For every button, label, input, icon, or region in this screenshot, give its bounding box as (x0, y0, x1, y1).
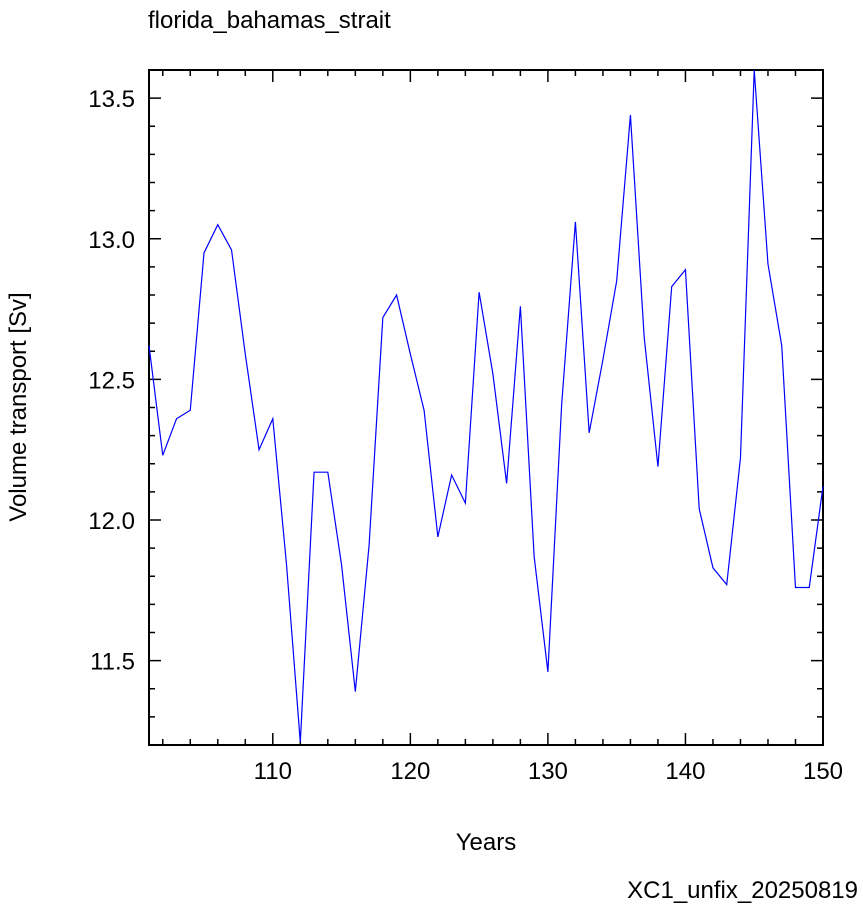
x-tick-label: 130 (528, 758, 568, 785)
x-tick-label: 140 (665, 758, 705, 785)
y-tick-label: 13.5 (88, 86, 135, 113)
x-tick-label: 150 (803, 758, 843, 785)
y-tick-label: 12.5 (88, 367, 135, 394)
x-tick-label: 120 (390, 758, 430, 785)
data-line (148, 69, 824, 743)
x-tick-label: 110 (254, 758, 292, 785)
y-tick-label: 13.0 (88, 227, 135, 254)
annotation: XC1_unfix_20250819 (627, 877, 858, 904)
plot-frame (148, 69, 824, 746)
y-tick-label: 12.0 (88, 508, 135, 535)
x-axis-label: Years (456, 829, 517, 856)
y-tick-label: 11.5 (90, 649, 135, 676)
chart-title: florida_bahamas_strait (148, 7, 391, 34)
y-axis-label: Volume transport [Sv] (5, 292, 32, 521)
